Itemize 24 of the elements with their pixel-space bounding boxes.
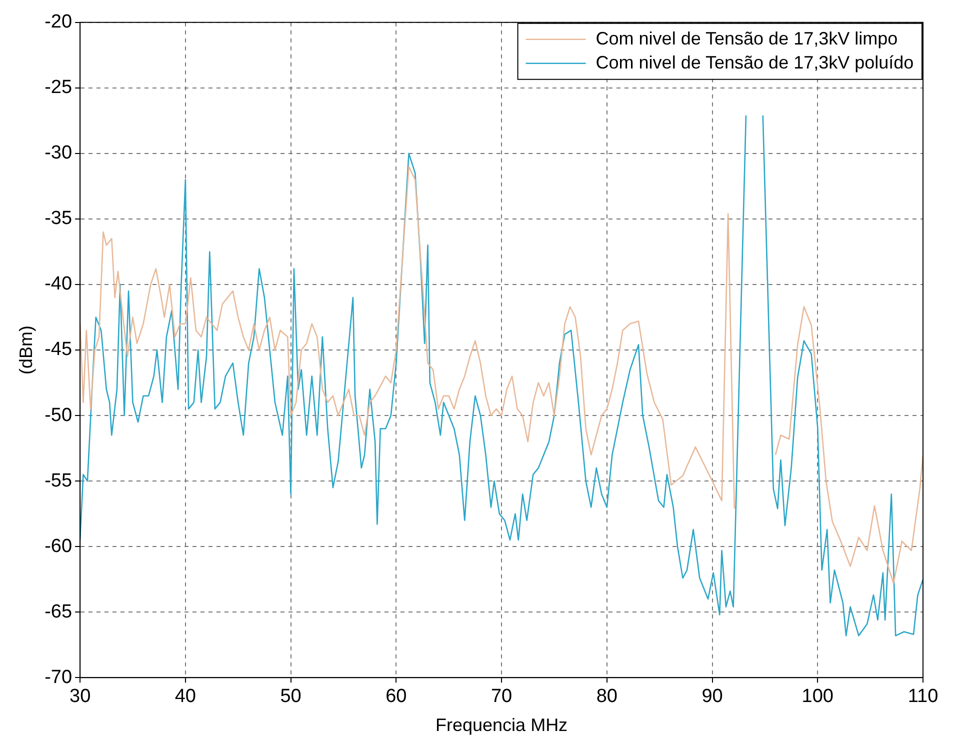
x-axis-title: Frequencia MHz xyxy=(436,715,568,736)
x-tick-label: 80 xyxy=(596,686,618,708)
x-tick-label: 110 xyxy=(908,686,938,708)
y-tick-label: -35 xyxy=(44,208,72,230)
x-tick-label: 100 xyxy=(802,686,834,708)
y-tick-label: -70 xyxy=(44,666,72,688)
y-tick-label: -40 xyxy=(44,274,72,295)
x-tick-label: 90 xyxy=(702,686,723,708)
legend-label: Com nivel de Tensão de 17,3kV poluído xyxy=(596,52,914,72)
y-tick-label: -50 xyxy=(44,404,72,426)
y-axis-title: (dBm) xyxy=(16,326,36,374)
x-tick-label: 40 xyxy=(174,686,196,708)
y-tick-label: -25 xyxy=(44,77,72,98)
x-tick-label: 70 xyxy=(490,686,512,708)
x-tick-label: 30 xyxy=(69,686,91,708)
x-tick-label: 60 xyxy=(386,686,407,708)
legend-label: Com nivel de Tensão de 17,3kV limpo xyxy=(596,28,898,48)
y-tick-label: -45 xyxy=(44,339,72,360)
y-tick-label: -65 xyxy=(44,601,72,622)
x-tick-label: 50 xyxy=(280,686,302,708)
y-tick-label: -60 xyxy=(44,536,72,557)
y-tick-label: -20 xyxy=(44,12,72,33)
y-tick-label: -55 xyxy=(44,470,72,492)
y-tick-label: -30 xyxy=(44,142,72,164)
